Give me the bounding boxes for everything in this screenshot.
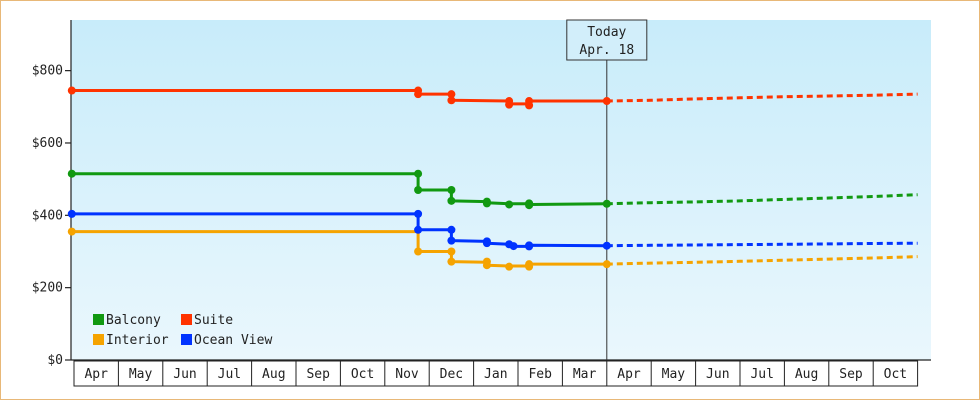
- data-point-balcony: [482, 199, 491, 208]
- x-tick-label: Apr: [617, 367, 641, 382]
- data-point-suite: [505, 100, 514, 109]
- today-box: [566, 19, 648, 61]
- y-tick-label: $400: [32, 208, 63, 223]
- y-tick-label: $0: [47, 353, 63, 368]
- x-tick-label: Jul: [750, 367, 773, 382]
- x-tick-label: Dec: [440, 367, 463, 382]
- legend-swatch-balcony: [93, 314, 104, 325]
- x-axis: Apr May Jun Jul Aug Sep Oct Nov Dec Jan Feb Mar Apr M…: [71, 359, 931, 387]
- month-strip: [73, 360, 919, 387]
- y-axis: $0 $200 $400 $600 $800: [32, 20, 72, 368]
- data-point-suite: [67, 86, 76, 95]
- legend-swatch-interior: [93, 334, 104, 345]
- x-tick-label: Sep: [839, 367, 863, 382]
- x-tick-label: Apr: [84, 367, 108, 382]
- x-tick-label: Oct: [351, 367, 374, 382]
- data-point-balcony: [525, 199, 534, 208]
- data-point-interior: [602, 260, 611, 269]
- data-point-interior: [414, 247, 423, 256]
- legend-label-suite: Suite: [194, 313, 233, 328]
- x-tick-label: Mar: [573, 367, 597, 382]
- data-point-balcony: [505, 200, 514, 209]
- today-date: Apr. 18: [579, 43, 634, 58]
- legend: Balcony Suite Interior Ocean View: [93, 313, 272, 348]
- x-tick-label: Aug: [795, 367, 818, 382]
- data-point-ocean-view: [482, 239, 491, 248]
- data-point-interior: [482, 261, 491, 270]
- projected-line-suite: [606, 92, 918, 103]
- y-tick-label: $800: [32, 64, 63, 79]
- data-point-ocean-view: [447, 225, 456, 234]
- data-point-ocean-view: [602, 241, 611, 250]
- projected-line-ocean-view: [606, 241, 918, 248]
- data-point-balcony: [414, 186, 423, 194]
- legend-label-balcony: Balcony: [106, 313, 161, 328]
- data-point-suite: [525, 97, 534, 106]
- x-tick-label: Oct: [884, 367, 907, 382]
- x-tick-label: May: [662, 367, 686, 382]
- data-point-interior: [505, 262, 514, 271]
- legend-label-interior: Interior: [106, 333, 169, 348]
- data-point-balcony: [447, 186, 456, 194]
- x-tick-label: Jan: [484, 367, 507, 382]
- x-tick-label: Feb: [528, 367, 552, 382]
- x-tick-label: Jun: [706, 367, 729, 382]
- data-point-ocean-view: [67, 209, 76, 218]
- data-point-ocean-view: [525, 241, 534, 250]
- data-point-balcony: [602, 199, 611, 208]
- y-tick-label: $600: [32, 136, 63, 151]
- projected-line-balcony: [606, 193, 918, 206]
- data-point-balcony: [447, 196, 456, 205]
- legend-label-ocean-view: Ocean View: [194, 333, 272, 348]
- data-point-interior: [447, 247, 456, 256]
- projected-line-interior: [606, 255, 918, 266]
- x-tick-label: May: [129, 367, 153, 382]
- data-point-ocean-view: [509, 242, 518, 251]
- x-tick-label: Jun: [173, 367, 196, 382]
- series-layer: [67, 86, 918, 271]
- data-point-balcony: [67, 169, 76, 178]
- data-point-ocean-view: [414, 225, 423, 234]
- data-point-suite: [447, 96, 456, 105]
- plot-background: [71, 20, 931, 360]
- data-point-interior: [525, 260, 534, 269]
- data-point-interior: [67, 227, 76, 236]
- data-point-suite: [447, 90, 456, 99]
- x-tick-label: Aug: [262, 367, 285, 382]
- data-point-suite: [602, 97, 611, 106]
- legend-swatch-ocean-view: [181, 334, 192, 345]
- data-point-suite: [414, 90, 423, 99]
- x-tick-label: Sep: [306, 367, 330, 382]
- data-point-ocean-view: [414, 209, 423, 218]
- today-marker: Today Apr. 18: [566, 19, 648, 360]
- x-tick-label: Jul: [218, 367, 241, 382]
- data-point-interior: [447, 257, 456, 266]
- y-tick-label: $200: [32, 281, 63, 296]
- x-tick-label: Nov: [395, 367, 419, 382]
- today-label: Today: [587, 25, 626, 40]
- legend-swatch-suite: [181, 314, 192, 325]
- data-point-balcony: [414, 169, 423, 178]
- data-point-ocean-view: [447, 236, 456, 245]
